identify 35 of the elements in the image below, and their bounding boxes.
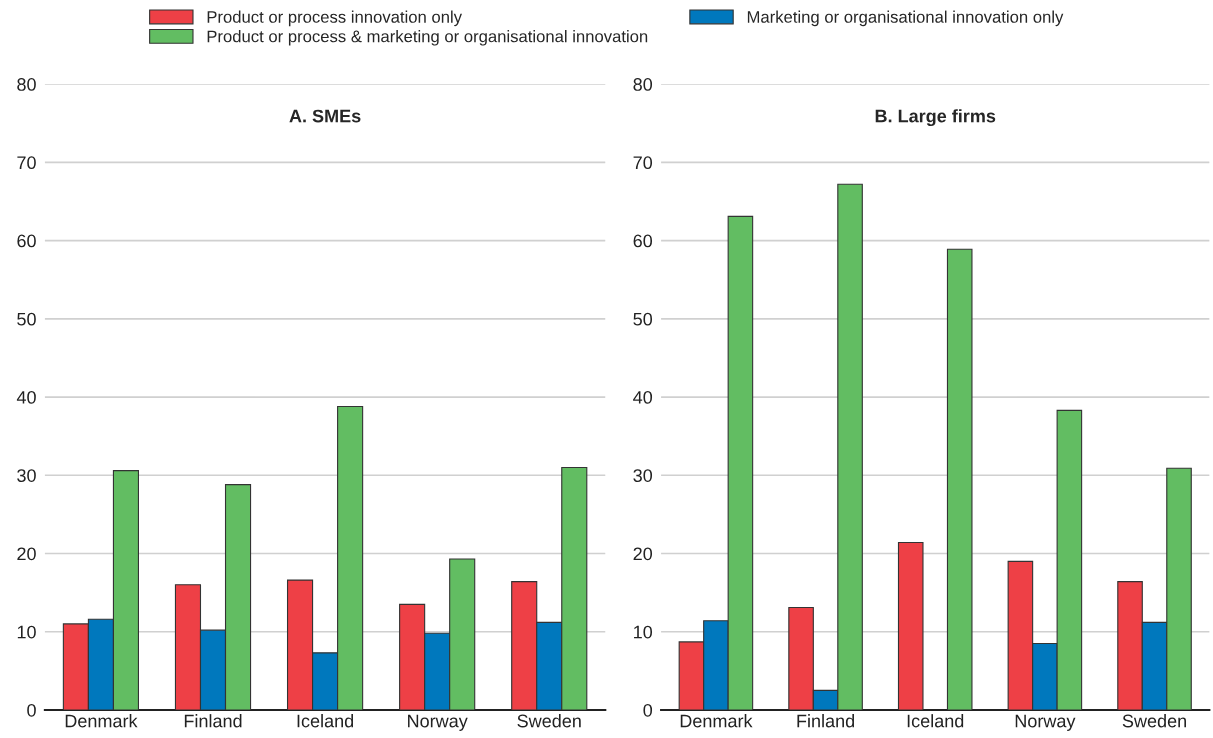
x-tick-label: Iceland	[907, 714, 964, 728]
legend-label: Marketing or organisational innovation only	[747, 10, 1064, 27]
y-tick-label: 10	[634, 625, 653, 639]
bar	[897, 541, 924, 710]
x-tick-label: Denmark	[680, 714, 753, 728]
y-tick-label: 30	[633, 469, 653, 482]
x-tick-label: Iceland	[297, 714, 354, 728]
x-tick-label: Finland	[184, 714, 242, 728]
y-tick-label: 50	[633, 312, 653, 326]
y-tick-label: 40	[16, 390, 36, 404]
y-tick-label: 20	[17, 547, 36, 561]
y-tick-label: 80	[633, 78, 653, 91]
y-tick-label: 0	[643, 703, 653, 717]
y-tick-label: 80	[17, 78, 36, 91]
text: B. Large firms	[875, 109, 996, 127]
y-tick-label: 0	[27, 703, 36, 717]
y-tick-label: 50	[17, 312, 36, 326]
x-tick-label: Norway	[408, 714, 468, 731]
x-tick-label: Norway	[1015, 714, 1076, 731]
text: A. SMEs	[289, 109, 361, 123]
y-tick-label: 20	[633, 547, 653, 561]
legend-label: Product or process & marketing or organisational innovation	[207, 30, 648, 46]
legend-label: Product or process innovation only	[207, 10, 462, 27]
x-tick-label: Sweden	[1122, 714, 1186, 728]
y-tick-label: 30	[17, 469, 36, 482]
x-tick-label: Sweden	[517, 714, 581, 728]
y-tick-label: 60	[17, 234, 36, 248]
bar	[946, 248, 973, 710]
y-tick-label: 60	[633, 234, 653, 248]
x-tick-label: Finland	[797, 714, 855, 728]
y-tick-label: 70	[17, 156, 36, 170]
y-tick-label: 10	[17, 625, 36, 639]
y-tick-label: 70	[633, 156, 653, 170]
x-tick-label: Denmark	[65, 714, 138, 728]
y-tick-label: 40	[633, 390, 653, 404]
